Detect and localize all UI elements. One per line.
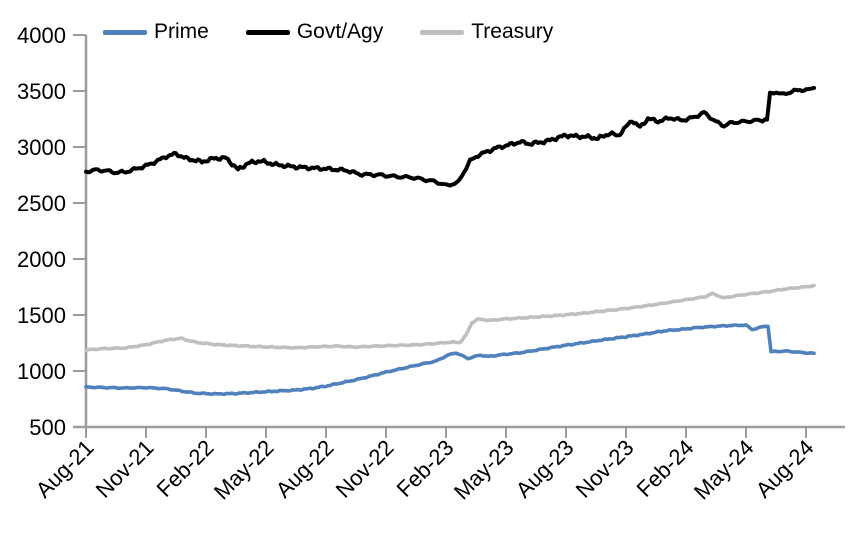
treasury-line-swatch xyxy=(420,29,465,35)
y-axis-label: 1000 xyxy=(17,359,66,384)
x-axis-label: Aug-22 xyxy=(271,435,339,503)
x-axis-label: May-22 xyxy=(209,435,279,505)
y-axis-label: 2000 xyxy=(17,247,66,272)
legend-item-treasury: Treasury xyxy=(420,20,553,44)
series-line-prime xyxy=(84,322,816,397)
x-axis-label: Nov-21 xyxy=(91,435,159,503)
y-axis-label: 4000 xyxy=(17,23,66,48)
legend-label-prime: Prime xyxy=(154,20,209,43)
y-axis-label: 3000 xyxy=(17,135,66,160)
legend-label-govt-agy: Govt/Agy xyxy=(296,20,384,43)
x-axis-label: Aug-24 xyxy=(751,435,819,503)
x-axis-label: Nov-22 xyxy=(331,435,399,503)
x-axis-label: Nov-23 xyxy=(571,435,639,503)
chart-legend: Prime Govt/Agy Treasury xyxy=(103,20,553,44)
x-axis-label: Feb-22 xyxy=(152,435,219,502)
x-axis-label: Feb-23 xyxy=(392,435,459,502)
x-axis-label: Aug-21 xyxy=(31,435,99,503)
x-axis-label: May-23 xyxy=(449,435,519,505)
y-axis-label: 2500 xyxy=(17,191,66,216)
y-axis-label: 1500 xyxy=(17,303,66,328)
legend-item-govt-agy: Govt/Agy xyxy=(245,20,384,44)
legend-item-prime: Prime xyxy=(103,20,209,44)
y-axis-label: 3500 xyxy=(17,79,66,104)
x-axis-label: Feb-24 xyxy=(632,435,699,502)
x-axis-label: May-24 xyxy=(689,435,759,505)
prime-line-swatch xyxy=(103,29,147,35)
govt-agy-line-swatch xyxy=(245,29,290,35)
series-line-govt-agy xyxy=(84,85,816,188)
y-axis-label: 500 xyxy=(29,415,66,440)
legend-label-treasury: Treasury xyxy=(471,20,554,43)
x-axis-label: Aug-23 xyxy=(511,435,579,503)
series-line-treasury xyxy=(84,283,816,353)
